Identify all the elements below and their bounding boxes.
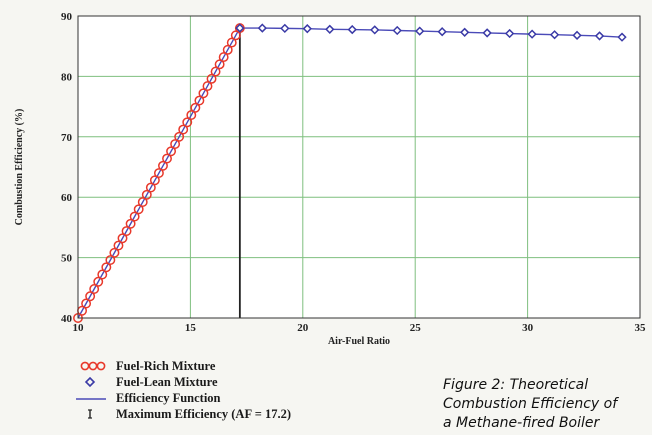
x-tick-label-10: 10 [73,322,85,334]
legend: Fuel-Rich Mixture Fuel-Lean Mixture Effi… [72,358,291,422]
fuel-rich-point-13 [125,218,136,229]
fuel-lean-point-4 [325,24,335,34]
fuel-rich-point-34 [210,66,221,77]
fuel-rich-point-26 [178,124,189,135]
fuel-lean-point-1 [257,23,267,33]
caption-line-2: Combustion Efficiency of [443,396,618,412]
x-tick-labels: 10 15 20 25 30 35 [73,322,647,334]
x-tick-label-30: 30 [522,322,534,334]
y-tick-label-40: 40 [61,313,73,325]
fuel-rich-point-37 [222,44,233,55]
y-tick-label-50: 50 [61,253,73,265]
fuel-lean-point-17 [617,32,627,42]
caption-line-3: a Methane-fired Boiler [443,415,600,431]
open-diamond-marker-icon [72,374,116,390]
y-tick-label-70: 70 [61,132,73,144]
fuel-lean-point-11 [482,28,492,38]
fuel-rich-point-35 [214,59,225,70]
fuel-rich-point-9 [109,247,120,258]
fuel-rich-point-36 [218,52,229,63]
legend-item-fuel-rich: Fuel-Rich Mixture [72,358,291,374]
fuel-lean-point-0 [235,23,245,33]
fuel-rich-point-8 [105,255,116,265]
line-marker-icon [72,390,116,406]
x-tick-label-15: 15 [185,322,197,334]
fuel-rich-point-27 [182,117,193,128]
x-tick-label-25: 25 [410,322,422,334]
fuel-rich-point-33 [206,73,217,84]
y-tick-label-60: 60 [61,192,73,204]
fuel-rich-point-6 [97,269,108,280]
legend-label-efficiency-function: Efficiency Function [116,390,221,405]
legend-label-maximum-efficiency: Maximum Efficiency (AF = 17.2) [116,406,292,421]
fuel-rich-point-19 [149,175,160,186]
fuel-rich-point-5 [93,276,104,287]
fuel-lean-point-8 [415,26,425,36]
legend-item-efficiency-function: Efficiency Function [72,390,291,406]
fuel-rich-point-14 [129,211,140,222]
fuel-lean-point-12 [504,28,515,39]
fuel-lean-point-9 [437,27,447,37]
fuel-lean-point-7 [392,25,402,36]
caption-line-1: Figure 2: Theoretical [443,377,589,393]
fuel-rich-point-29 [190,102,201,113]
fuel-rich-point-10 [113,240,124,251]
fuel-rich-point-15 [133,204,144,215]
fuel-rich-point-12 [121,226,132,236]
fuel-rich-point-25 [174,131,185,142]
fuel-rich-point-20 [153,168,164,178]
legend-item-maximum-efficiency: Maximum Efficiency (AF = 17.2) [72,406,291,422]
fuel-rich-point-30 [194,95,205,106]
plot-area [78,16,640,318]
fuel-rich-point-39 [230,30,241,41]
y-tick-labels: 40 50 60 70 80 90 [61,11,73,325]
fuel-lean-point-3 [302,24,312,34]
fuel-lean-series [235,23,627,42]
x-tick-label-35: 35 [635,322,647,334]
fuel-rich-point-17 [141,189,152,200]
fuel-lean-point-15 [572,30,582,40]
y-axis-label: Combustion Efficiency (%) [14,109,25,226]
fuel-rich-point-16 [137,197,148,207]
y-tick-label-90: 90 [61,11,73,23]
figure-caption: Figure 2: Theoretical Combustion Efficie… [443,376,652,435]
fuel-rich-point-21 [158,160,168,171]
fuel-rich-point-31 [198,88,209,99]
fuel-lean-point-10 [459,27,470,37]
fuel-rich-point-23 [166,146,177,157]
fuel-rich-point-2 [81,298,92,309]
x-axis-label: Air-Fuel Ratio [328,336,390,347]
y-tick-label-80: 80 [61,71,73,83]
fuel-rich-point-24 [170,139,181,149]
fuel-rich-point-22 [162,153,172,164]
legend-label-fuel-lean: Fuel-Lean Mixture [116,374,218,389]
fuel-rich-point-18 [145,182,156,193]
fuel-rich-point-4 [89,284,100,294]
fuel-lean-point-14 [549,30,560,40]
fuel-rich-point-3 [85,291,96,302]
legend-item-fuel-lean: Fuel-Lean Mixture [72,374,291,390]
fuel-lean-point-13 [527,29,537,39]
fuel-rich-point-28 [186,110,197,121]
fuel-lean-point-6 [370,25,380,35]
plot-frame [77,15,641,319]
fuel-rich-point-32 [202,81,213,92]
fuel-rich-point-11 [117,233,128,244]
fuel-lean-point-16 [594,31,605,41]
open-circle-marker-icon [72,358,116,374]
chart: 10 15 20 25 30 35 40 50 60 70 80 90 Air-Fuel Ratio… [14,11,647,347]
fuel-rich-series [73,23,245,323]
fuel-rich-point-38 [226,37,237,48]
vertical-bar-marker-icon [72,406,116,422]
legend-label-fuel-rich: Fuel-Rich Mixture [116,358,216,373]
fuel-rich-point-7 [101,262,112,273]
x-tick-label-20: 20 [297,322,309,334]
fuel-lean-point-5 [347,24,357,35]
fuel-lean-point-2 [280,23,290,34]
